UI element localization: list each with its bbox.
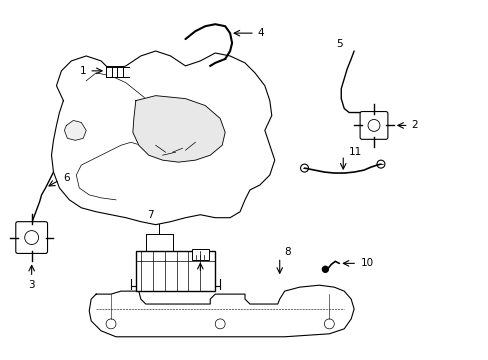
Text: 11: 11	[348, 147, 362, 157]
FancyBboxPatch shape	[117, 66, 123, 77]
FancyBboxPatch shape	[191, 249, 208, 260]
Polygon shape	[51, 51, 274, 225]
FancyBboxPatch shape	[136, 251, 215, 291]
Polygon shape	[64, 121, 86, 140]
Text: 9: 9	[197, 276, 203, 286]
Text: 6: 6	[63, 173, 70, 183]
Polygon shape	[133, 96, 224, 162]
Polygon shape	[89, 285, 353, 337]
FancyBboxPatch shape	[111, 66, 117, 77]
Text: 7: 7	[147, 210, 154, 220]
Text: 1: 1	[80, 66, 86, 76]
Text: 2: 2	[411, 121, 417, 130]
Text: 8: 8	[284, 247, 291, 257]
Circle shape	[322, 266, 327, 272]
FancyBboxPatch shape	[16, 222, 47, 253]
Text: 5: 5	[335, 39, 342, 49]
FancyBboxPatch shape	[359, 112, 387, 139]
Text: 3: 3	[28, 280, 35, 290]
FancyBboxPatch shape	[105, 66, 111, 77]
Text: 4: 4	[257, 28, 264, 38]
Text: 10: 10	[360, 258, 373, 268]
